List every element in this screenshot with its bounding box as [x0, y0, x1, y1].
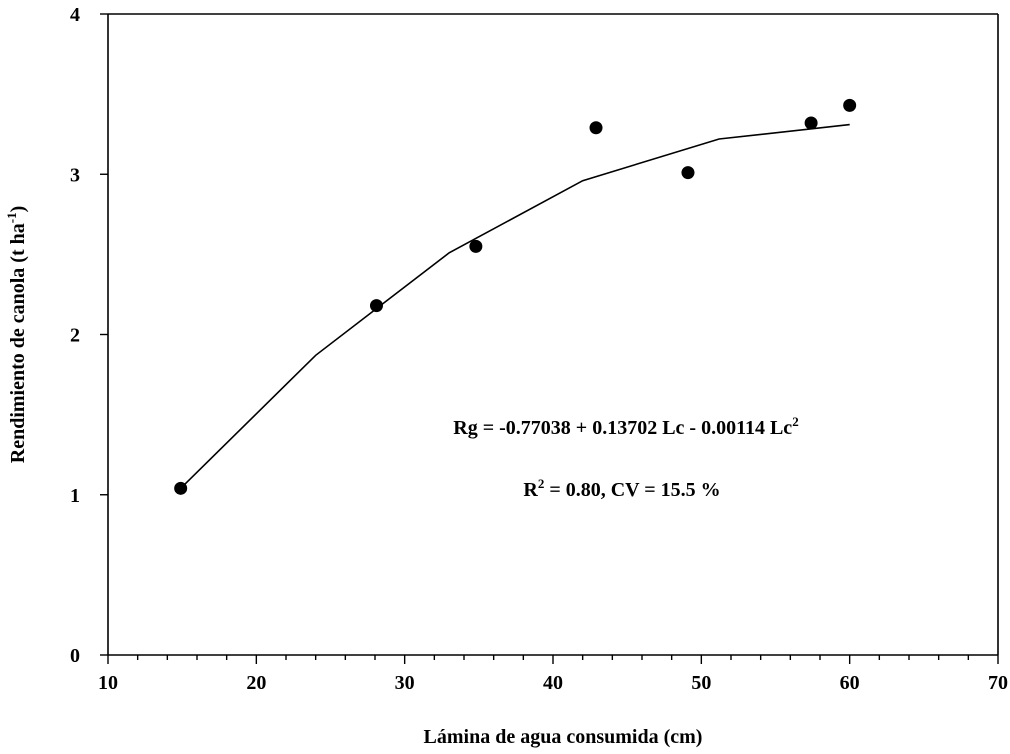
stats-superscript: 2: [538, 476, 545, 491]
equation-text: Rg = -0.77038 + 0.13702 Lc - 0.00114 Lc: [453, 417, 792, 439]
stats-rest: = 0.80, CV = 15.5 %: [544, 479, 720, 501]
axes: 10 20 30 40 50 60 70 0 1 2 3 4: [70, 4, 1008, 694]
data-point: [681, 166, 695, 180]
x-tick-label: 60: [840, 672, 860, 694]
y-tick-label: 2: [70, 325, 80, 347]
y-axis-title-end: ): [7, 206, 29, 213]
data-point: [804, 116, 818, 130]
data-point: [174, 481, 188, 495]
y-tick-label: 1: [70, 485, 80, 507]
x-axis-title: Lámina de agua consumida (cm): [424, 726, 703, 748]
y-axis-title-main: Rendimiento de canola (t ha: [7, 223, 29, 463]
data-point: [843, 98, 857, 112]
data-point: [589, 121, 603, 135]
fitted-curve: [180, 123, 850, 489]
x-tick-label: 40: [543, 672, 563, 694]
y-tick-label: 3: [70, 164, 80, 186]
y-tick-label: 4: [70, 4, 80, 26]
stats-r: R: [523, 479, 538, 501]
series-layer: [174, 98, 857, 495]
y-ticks: 0 1 2 3 4: [70, 4, 108, 667]
equation-superscript: 2: [792, 414, 799, 429]
x-tick-label: 70: [988, 672, 1008, 694]
data-point: [369, 299, 383, 313]
x-tick-label: 30: [395, 672, 415, 694]
data-point: [469, 239, 483, 253]
regression-equation: Rg = -0.77038 + 0.13702 Lc - 0.00114 Lc2: [453, 414, 798, 439]
y-axis-title: Rendimiento de canola (t ha-1): [4, 206, 29, 464]
x-tick-label: 50: [691, 672, 711, 694]
fit-statistics: R2 = 0.80, CV = 15.5 %: [523, 476, 720, 501]
x-tick-label: 10: [98, 672, 118, 694]
x-tick-label: 20: [246, 672, 266, 694]
x-ticks: 10 20 30 40 50 60 70: [98, 655, 1008, 694]
y-tick-label: 0: [70, 645, 80, 667]
y-axis-title-superscript: -1: [4, 212, 19, 223]
